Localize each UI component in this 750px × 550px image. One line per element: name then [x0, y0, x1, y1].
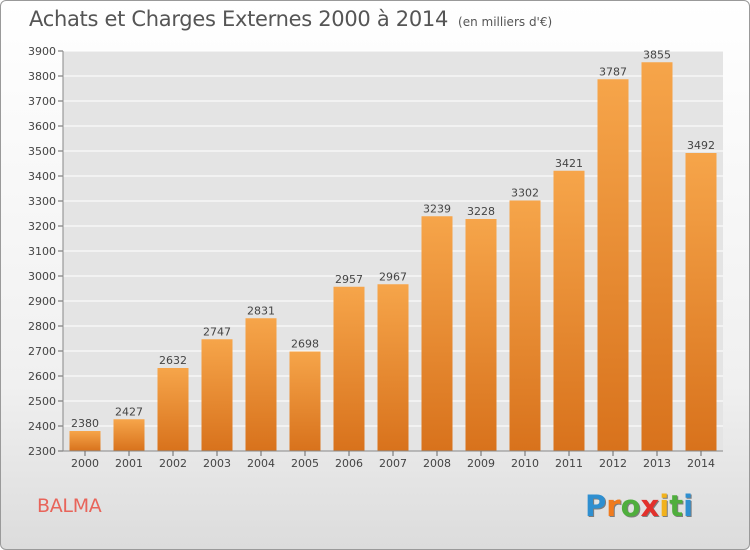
- y-tick-label: 3400: [28, 170, 56, 183]
- bar-value-label: 3239: [423, 202, 451, 215]
- y-tick-label: 3800: [28, 70, 56, 83]
- logo-letter: x: [640, 489, 660, 523]
- chart-title: Achats et Charges Externes 2000 à 2014 (e…: [29, 7, 552, 31]
- y-tick-label: 3600: [28, 120, 56, 133]
- bar: [377, 284, 409, 451]
- bar-value-label: 2957: [335, 273, 363, 286]
- x-tick-label: 2001: [115, 457, 143, 470]
- x-tick-label: 2004: [247, 457, 275, 470]
- y-tick-label: 2700: [28, 345, 56, 358]
- y-axis: 2300 2400 2500 2600 2700 2800 2900 3000 3100 3200…: [28, 45, 64, 458]
- bar-value-label: 2380: [71, 417, 99, 430]
- x-tick-label: 2006: [335, 457, 363, 470]
- bar-value-label: 2698: [291, 338, 319, 351]
- y-tick-label: 3000: [28, 270, 56, 283]
- y-tick-label: 2400: [28, 420, 56, 433]
- logo-letter: P: [585, 489, 607, 523]
- bar-value-label: 2967: [379, 270, 407, 283]
- bar: [421, 216, 453, 451]
- y-tick-label: 2300: [28, 445, 56, 458]
- x-tick-label: 2013: [643, 457, 671, 470]
- y-tick-label: 2900: [28, 295, 56, 308]
- bar: [113, 419, 145, 451]
- x-tick-label: 2010: [511, 457, 539, 470]
- bar: [465, 219, 497, 451]
- bars: [69, 62, 717, 451]
- bar: [69, 431, 101, 451]
- bar: [509, 200, 541, 451]
- bar-value-label: 3302: [511, 187, 539, 200]
- x-tick-label: 2014: [687, 457, 715, 470]
- bar-value-label: 2747: [203, 325, 231, 338]
- bar: [553, 170, 585, 451]
- bar: [597, 79, 629, 451]
- y-tick-label: 3500: [28, 145, 56, 158]
- bar: [157, 368, 189, 451]
- x-tick-label: 2002: [159, 457, 187, 470]
- bar-value-label: 2427: [115, 405, 143, 418]
- x-tick-label: 2008: [423, 457, 451, 470]
- bar-value-label: 3855: [643, 48, 671, 61]
- y-tick-label: 3900: [28, 45, 56, 58]
- y-tick-label: 3100: [28, 245, 56, 258]
- x-axis: 2000 2001 2002 2003 2004 2005 2006 2007 2008 2009…: [63, 450, 723, 470]
- x-tick-label: 2009: [467, 457, 495, 470]
- bar-value-label: 3421: [555, 157, 583, 170]
- x-tick-label: 2003: [203, 457, 231, 470]
- bar: [641, 62, 673, 451]
- x-tick-label: 2011: [555, 457, 583, 470]
- chart-subtitle: (en milliers d'€): [458, 15, 553, 29]
- bar: [685, 153, 717, 451]
- y-tick-label: 2500: [28, 395, 56, 408]
- y-tick-label: 2600: [28, 370, 56, 383]
- x-tick-label: 2000: [71, 457, 99, 470]
- bar: [333, 286, 365, 451]
- logo-letter: t: [669, 489, 684, 523]
- logo-letter: o: [620, 489, 641, 523]
- x-tick-label: 2005: [291, 457, 319, 470]
- chart-title-text: Achats et Charges Externes 2000 à 2014: [29, 7, 449, 31]
- y-tick-label: 3200: [28, 220, 56, 233]
- logo-letter: i: [659, 489, 670, 523]
- bar: [201, 339, 233, 451]
- x-tick-label: 2007: [379, 457, 407, 470]
- bar: [245, 318, 277, 451]
- bar-value-label: 2632: [159, 354, 187, 367]
- data-labels: 2380 2427 2632 2747 2831 2698 2957 2967 3239 3228…: [71, 48, 715, 430]
- bar-value-label: 2831: [247, 304, 275, 317]
- logo-letter: r: [606, 489, 621, 523]
- bar-value-label: 3492: [687, 139, 715, 152]
- logo-letter: i: [683, 489, 694, 523]
- proxiti-logo: Proxiti: [585, 489, 693, 523]
- bar-value-label: 3228: [467, 205, 495, 218]
- bar: [289, 351, 321, 451]
- x-tick-label: 2012: [599, 457, 627, 470]
- y-tick-label: 2800: [28, 320, 56, 333]
- bar-value-label: 3787: [599, 65, 627, 78]
- y-tick-label: 3300: [28, 195, 56, 208]
- city-label: BALMA: [37, 495, 102, 517]
- y-tick-label: 3700: [28, 95, 56, 108]
